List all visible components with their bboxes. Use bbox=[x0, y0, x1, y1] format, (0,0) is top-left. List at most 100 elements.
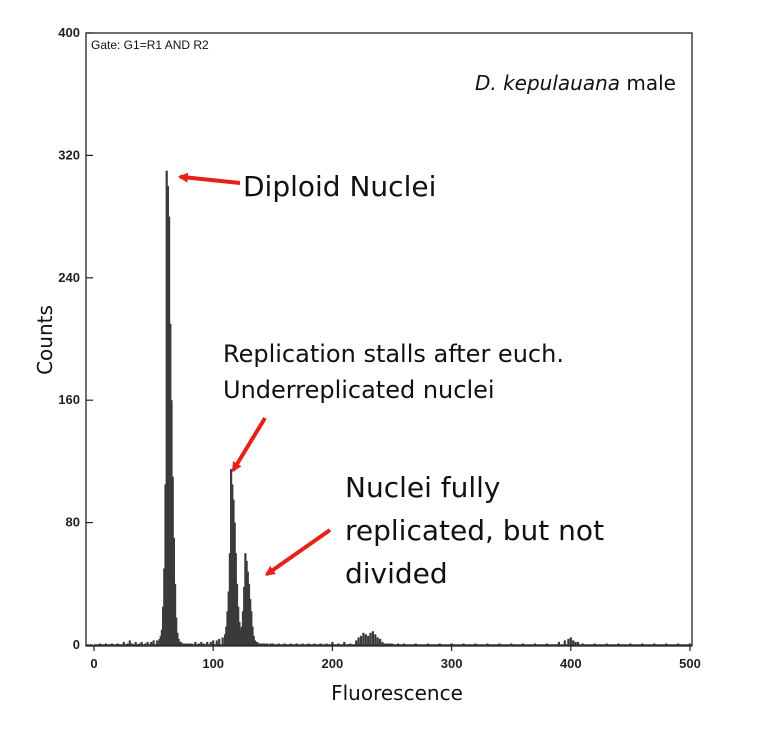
histogram-bar bbox=[235, 583, 239, 645]
histogram-bar bbox=[383, 643, 386, 645]
histogram-bar bbox=[166, 186, 169, 645]
histogram-bar bbox=[255, 641, 258, 645]
histogram-bar bbox=[533, 643, 537, 645]
histogram-bar bbox=[438, 643, 441, 645]
annotation-replicated-line-1: Nuclei fully bbox=[345, 471, 501, 504]
histogram-bar bbox=[593, 643, 596, 645]
histogram-bar bbox=[253, 640, 256, 645]
histogram-bar bbox=[226, 611, 229, 645]
histogram-bar bbox=[175, 617, 178, 645]
histogram-bar bbox=[295, 643, 298, 645]
histogram-bar bbox=[146, 641, 149, 645]
histogram-bar bbox=[252, 635, 255, 645]
histogram-bar bbox=[265, 643, 268, 645]
histogram-bar bbox=[246, 571, 249, 645]
histogram-bar bbox=[158, 638, 161, 645]
histogram-bar bbox=[462, 643, 465, 645]
arrow-underreplicated bbox=[231, 416, 267, 473]
annotation-underreplicated-line-1: Replication stalls after euch. bbox=[223, 340, 564, 368]
histogram-bar bbox=[390, 643, 394, 645]
histogram-bar bbox=[653, 643, 656, 645]
x-tick-label: 400 bbox=[560, 656, 582, 671]
histogram-bar bbox=[221, 637, 224, 645]
histogram-bar bbox=[170, 400, 173, 645]
histogram-bar bbox=[128, 640, 131, 645]
annotation-diploid-line: Diploid Nuclei bbox=[243, 170, 436, 203]
histogram-bar bbox=[289, 643, 292, 645]
histogram-bar bbox=[188, 643, 191, 645]
histogram-bar bbox=[269, 643, 272, 645]
histogram-bar bbox=[563, 640, 566, 645]
histogram-bar bbox=[234, 553, 237, 645]
histogram-bar bbox=[215, 640, 218, 645]
histogram-bar bbox=[450, 643, 453, 645]
histogram-bar bbox=[104, 643, 107, 645]
histogram-bar bbox=[665, 643, 668, 645]
histogram-bar bbox=[374, 634, 377, 645]
histogram-bar bbox=[641, 643, 644, 645]
histogram-bar bbox=[184, 643, 187, 645]
histogram-bar bbox=[498, 643, 501, 645]
plot-frame bbox=[85, 32, 693, 647]
histogram-bar bbox=[605, 643, 608, 645]
histogram-bar bbox=[414, 643, 417, 645]
histogram-bar bbox=[227, 591, 230, 645]
x-tick-label: 300 bbox=[441, 656, 463, 671]
histogram-bar bbox=[232, 499, 235, 645]
histogram-bar bbox=[240, 626, 243, 645]
histogram-bar bbox=[367, 635, 370, 645]
histogram-bar bbox=[152, 640, 155, 645]
histogram-bar bbox=[359, 635, 363, 645]
histogram-bar bbox=[150, 641, 153, 645]
histogram-bar bbox=[251, 626, 254, 645]
histogram-bar bbox=[231, 484, 234, 645]
arrow-diploid bbox=[177, 172, 241, 185]
histogram-bar bbox=[381, 641, 384, 645]
y-tick-label: 320 bbox=[58, 147, 80, 162]
histogram-bar bbox=[177, 638, 180, 645]
histogram-bar bbox=[174, 583, 177, 645]
annotation-underreplicated-line-2: Underreplicated nuclei bbox=[223, 376, 495, 404]
histogram-bar bbox=[218, 638, 221, 645]
histogram-bar bbox=[244, 553, 247, 645]
histogram-bar bbox=[325, 643, 328, 645]
histogram-bar bbox=[337, 643, 340, 645]
histogram-bar bbox=[388, 643, 391, 645]
histogram-bar bbox=[364, 634, 367, 645]
y-axis: 0 80 160 240 320 400 bbox=[58, 25, 93, 652]
histogram-bar bbox=[163, 568, 166, 645]
histogram-bar bbox=[426, 643, 429, 645]
histogram-bar bbox=[140, 641, 143, 645]
y-tick-label: 160 bbox=[58, 392, 80, 407]
histogram-bar bbox=[190, 643, 193, 645]
histogram-bar bbox=[567, 638, 570, 645]
histogram-bar bbox=[313, 643, 316, 645]
histogram-bar bbox=[225, 626, 228, 645]
histogram-bar bbox=[185, 643, 189, 645]
histogram-bar bbox=[172, 537, 175, 645]
histogram-bar bbox=[258, 643, 261, 645]
histogram-bar bbox=[283, 643, 286, 645]
histogram-bar bbox=[134, 641, 137, 645]
histogram-bar bbox=[212, 640, 215, 645]
annotation-underreplicated: Replication stalls after euch. Underrepl… bbox=[223, 340, 572, 404]
histogram-bar bbox=[116, 643, 119, 645]
y-axis-title: Counts bbox=[33, 305, 57, 375]
histogram-bar bbox=[357, 637, 360, 645]
histogram-bar bbox=[257, 643, 260, 645]
histogram-bar bbox=[371, 631, 374, 645]
histogram-bar bbox=[474, 643, 477, 645]
y-tick-label: 80 bbox=[66, 515, 80, 530]
histogram-bar bbox=[250, 611, 253, 645]
histogram-bar bbox=[169, 323, 172, 645]
histogram-bar bbox=[164, 484, 167, 645]
histogram-bar bbox=[331, 641, 334, 645]
histogram-bar bbox=[307, 643, 310, 645]
histogram-bar bbox=[171, 476, 174, 645]
histogram-bar bbox=[241, 611, 245, 645]
histogram-bar bbox=[176, 632, 179, 645]
histogram-bar bbox=[98, 643, 102, 645]
histogram-bar bbox=[262, 643, 265, 645]
arrow-replicated bbox=[264, 528, 332, 577]
y-tick-label: 240 bbox=[58, 270, 80, 285]
